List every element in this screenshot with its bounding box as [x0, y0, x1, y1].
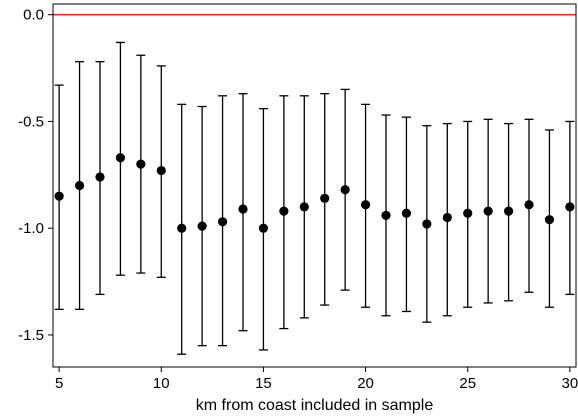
data-point — [401, 208, 412, 218]
data-point-group — [320, 93, 330, 306]
data-point — [340, 185, 350, 195]
x-axis-title: km from coast included in sample — [196, 397, 434, 414]
data-point-group — [565, 120, 575, 296]
plot-area — [53, 13, 576, 355]
data-point — [320, 193, 330, 203]
data-point-group — [74, 61, 85, 310]
y-tick-label: -1.5 — [18, 327, 44, 344]
data-point — [442, 212, 452, 223]
data-point-group — [544, 129, 555, 308]
data-point-group — [217, 95, 228, 347]
data-point-group — [238, 93, 248, 332]
data-point — [544, 215, 555, 225]
y-axis: 0.0 -0.5 -1.0 -1.5 — [18, 7, 53, 344]
data-point — [197, 221, 207, 231]
data-point — [217, 217, 228, 227]
x-tick-label: 10 — [153, 375, 170, 392]
x-axis: 5 10 15 20 25 30 — [55, 367, 578, 392]
data-point — [422, 219, 432, 229]
data-point — [74, 180, 85, 191]
data-point — [524, 200, 534, 210]
data-point — [360, 200, 371, 210]
data-point-group — [463, 120, 473, 308]
data-point — [565, 202, 575, 212]
data-point-group — [279, 95, 289, 330]
data-point — [503, 206, 514, 216]
data-point-group — [381, 114, 391, 317]
data-point — [238, 204, 248, 214]
data-point-group — [401, 116, 412, 313]
y-tick-label: -0.5 — [18, 113, 44, 130]
data-point — [463, 208, 473, 218]
data-point-group — [483, 118, 493, 304]
x-tick-label: 15 — [255, 375, 272, 392]
data-point-group — [503, 122, 514, 302]
data-point — [258, 223, 269, 233]
data-point-group — [524, 118, 534, 293]
data-point — [381, 210, 391, 220]
plot-frame — [52, 3, 577, 368]
data-point — [299, 202, 309, 212]
x-tick-label: 20 — [357, 375, 374, 392]
data-point — [156, 165, 166, 176]
data-point-group — [156, 65, 166, 278]
data-point-group — [258, 107, 269, 351]
data-point — [95, 172, 105, 182]
data-point-group — [115, 41, 126, 276]
x-tick-label: 5 — [55, 375, 63, 392]
data-point-group — [360, 103, 371, 308]
data-point-group — [442, 122, 452, 317]
y-tick-label: 0.0 — [23, 7, 44, 24]
data-point-group — [422, 125, 432, 323]
data-point — [54, 191, 64, 201]
x-tick-label: 30 — [562, 375, 578, 392]
data-point — [115, 153, 126, 163]
data-point — [177, 223, 187, 233]
x-tick-label: 25 — [459, 375, 476, 392]
data-point-group — [136, 54, 146, 274]
data-point-group — [197, 105, 207, 347]
data-point-group — [340, 88, 350, 291]
data-point — [279, 206, 289, 216]
data-point-group — [95, 61, 105, 296]
data-point-group — [299, 95, 309, 319]
data-point-group — [54, 84, 64, 310]
data-point — [483, 206, 493, 216]
y-tick-label: -1.0 — [18, 220, 44, 237]
data-point — [136, 159, 146, 169]
data-point-group — [177, 103, 187, 355]
